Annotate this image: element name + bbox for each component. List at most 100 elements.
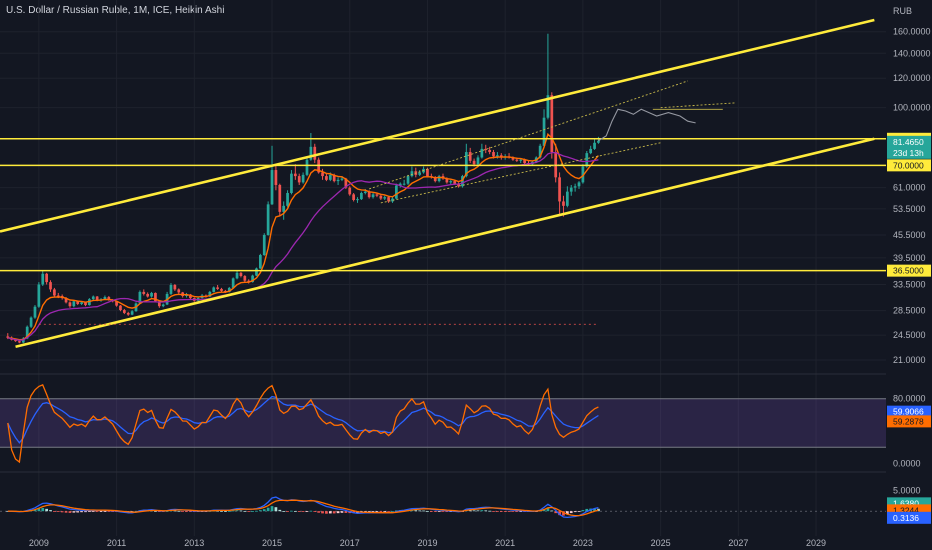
candle-body xyxy=(395,185,398,199)
macd-histogram-bar xyxy=(235,510,239,512)
candle-body xyxy=(558,177,561,202)
candle-body xyxy=(550,95,554,153)
drawings[interactable] xyxy=(0,18,886,348)
macd-histogram-bar xyxy=(278,509,282,512)
candle-body xyxy=(515,159,519,161)
time-axis[interactable]: 2009 2011 2013 2015 2017 2019 2021 2023 2025 2027… xyxy=(0,536,932,550)
macd-histogram-bar xyxy=(231,510,235,512)
candle-body xyxy=(262,235,266,256)
candle-body xyxy=(426,168,429,177)
macd-signal-tag-bg xyxy=(887,504,931,517)
time-tick-label: 2013 xyxy=(184,538,204,548)
candle-body xyxy=(64,298,68,303)
candle-body xyxy=(107,297,111,300)
rsi-line-orange xyxy=(7,384,599,464)
time-tick-label: 2021 xyxy=(495,538,515,548)
macd-histogram-bar xyxy=(243,510,247,512)
candle-body xyxy=(418,172,422,175)
candle-body xyxy=(115,301,118,306)
candle-body xyxy=(593,142,596,149)
macd-histogram-bar xyxy=(103,511,107,512)
macd-histogram-bar xyxy=(251,511,254,512)
macd-histogram-bar xyxy=(340,511,344,513)
macd-histogram-bar xyxy=(488,510,491,512)
macd-histogram-bar xyxy=(581,509,585,512)
macd-histogram-bar xyxy=(379,511,383,512)
macd-histogram-bar xyxy=(41,507,45,512)
macd-histogram-bar xyxy=(503,511,507,512)
macd-histogram-bar xyxy=(437,511,441,512)
candle-body xyxy=(581,166,585,183)
candle-body xyxy=(410,171,414,177)
macd-histogram-bar xyxy=(426,511,429,512)
price-tick-label: 120.0000 xyxy=(893,73,931,83)
rsi-line-blue xyxy=(7,395,599,444)
countdown-tag-bg xyxy=(887,146,931,159)
macd-histogram-bar xyxy=(165,511,169,512)
macd-histogram-bar xyxy=(317,511,321,513)
macd-histogram-bar xyxy=(562,511,565,516)
rsi-orange-tag: 59.2878 xyxy=(893,416,924,426)
macd-histogram-bar xyxy=(414,510,418,512)
candle-body xyxy=(464,152,468,177)
time-tick-label: 2023 xyxy=(573,538,593,548)
candle-body xyxy=(573,186,577,188)
macd-histogram-bar xyxy=(99,511,103,512)
time-tick-label: 2017 xyxy=(340,538,360,548)
macd-histogram-bar xyxy=(111,511,115,512)
macd-histogram-bar xyxy=(577,511,581,512)
candle-body xyxy=(37,284,41,307)
candle-body xyxy=(375,194,379,196)
macd-histogram-bar xyxy=(37,508,41,512)
candle-body xyxy=(336,179,340,182)
macd-histogram-bar xyxy=(558,511,561,516)
macd-histogram-bar xyxy=(499,511,503,512)
candle-body xyxy=(41,273,45,285)
rsi-orange-tag-bg xyxy=(887,415,931,428)
currency-label: RUB xyxy=(893,6,912,16)
candle-body xyxy=(282,205,286,212)
macd-histogram-bar xyxy=(301,511,305,512)
macd-histogram-bar xyxy=(344,511,348,513)
macd-histogram-bar xyxy=(309,510,313,512)
candle-body xyxy=(220,288,223,291)
ma-fast-line xyxy=(7,132,599,341)
candle-body xyxy=(360,192,363,200)
candle-body xyxy=(499,155,503,158)
level-tag: 36.5000 xyxy=(893,266,924,276)
candle-body xyxy=(255,268,258,276)
candle-body xyxy=(363,191,367,193)
candle-body xyxy=(340,178,344,180)
candle-body xyxy=(103,297,107,300)
time-tick-label: 2027 xyxy=(728,538,748,548)
candle-body xyxy=(352,194,355,200)
price-tick-label: 28.5000 xyxy=(893,306,926,316)
price-tick-label: 45.5000 xyxy=(893,230,926,240)
macd-histogram-bar xyxy=(293,511,297,512)
candle-body xyxy=(457,183,460,187)
candle-body xyxy=(433,177,437,182)
inner-channel-line xyxy=(660,102,735,109)
macd-histogram-bar xyxy=(239,510,243,512)
candle-body xyxy=(332,174,336,182)
candle-body xyxy=(348,187,352,195)
candle-body xyxy=(95,296,99,301)
macd-histogram-bar xyxy=(64,511,68,513)
candle-body xyxy=(146,293,150,297)
macd-histogram-bar xyxy=(266,507,270,512)
candle-body xyxy=(53,289,56,296)
macd-histogram-bar xyxy=(177,510,181,512)
macd-histogram-bar xyxy=(53,511,56,512)
projection-path xyxy=(598,108,696,142)
time-tick-label: 2019 xyxy=(417,538,437,548)
candle-body xyxy=(309,146,313,160)
macd-histogram-bar xyxy=(511,511,515,512)
candle-body xyxy=(122,310,126,313)
macd-histogram-bar xyxy=(519,511,523,512)
rsi-blue-tag-bg xyxy=(887,405,931,418)
macd-histogram-bar xyxy=(433,511,437,512)
candle-body xyxy=(585,153,589,167)
inner-channel-line xyxy=(380,142,661,204)
macd-histogram-bar xyxy=(247,511,251,512)
